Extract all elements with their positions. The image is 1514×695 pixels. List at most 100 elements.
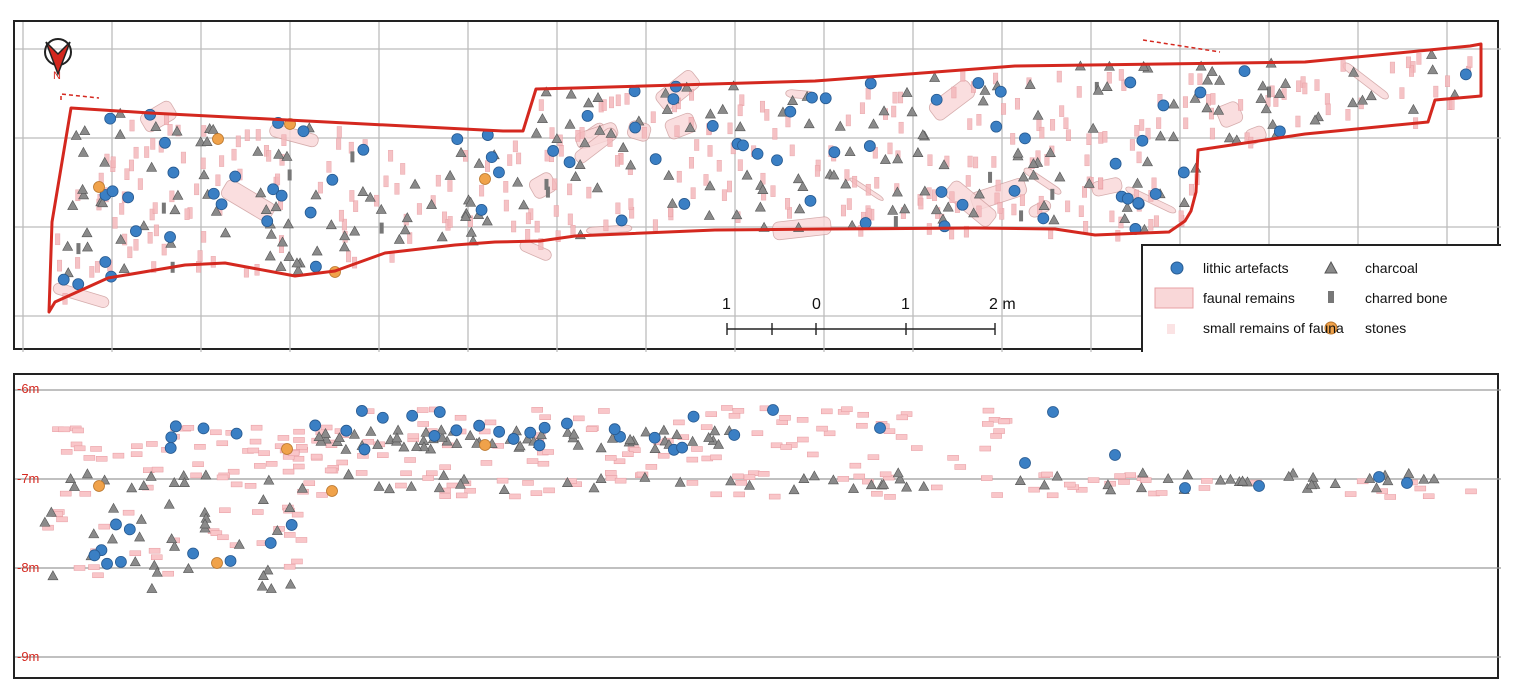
charcoal-mark [273,148,285,159]
lithic-artefact [493,166,505,179]
section-faunal-remain [310,453,323,460]
small-faunal-remain [737,104,743,117]
section-faunal-remain [732,473,744,480]
charcoal-mark [929,72,941,82]
small-faunal-remain [147,232,153,244]
charcoal-mark [444,169,456,180]
section-lithic-artefact [1109,449,1121,461]
section-charcoal-mark [1237,475,1249,486]
small-faunal-remain [1153,215,1159,227]
charcoal-mark [311,245,323,256]
section-charcoal-mark [658,424,670,435]
lithic-artefact [1132,197,1145,209]
small-faunal-remain [1139,119,1145,131]
small-faunal-remain [317,181,323,194]
section-stone [211,557,223,569]
charcoal-mark [325,219,337,230]
charcoal-mark [973,188,985,199]
small-faunal-remain [1076,86,1082,98]
section-faunal-remain [645,464,658,470]
small-faunal-remain [153,224,159,237]
small-faunal-remain [1210,93,1216,105]
charcoal-mark [1195,60,1207,71]
small-faunal-remain [865,183,871,196]
lithic-artefact [828,146,841,159]
small-faunal-remain [231,148,237,161]
small-faunal-remain [973,156,979,169]
stone [93,181,105,193]
section-faunal-remain [841,406,853,412]
small-faunal-remain [1182,96,1188,108]
lithic-artefact [706,120,719,132]
lithic-artefact [229,170,242,183]
section-charcoal-mark [1329,478,1341,489]
charcoal-mark [1119,213,1131,224]
excavation-outline [47,42,1483,314]
lithic-artefact [159,136,171,149]
section-faunal-remain [807,451,819,458]
section-faunal-remain [757,471,770,477]
section-faunal-remain [849,462,862,469]
charcoal-mark [78,189,90,200]
section-lithic-artefact [676,441,688,454]
charcoal-mark [564,118,576,129]
charcoal-mark [1024,78,1036,89]
small-faunal-remain [552,178,558,191]
section-faunal-remain [991,492,1003,498]
charcoal-mark [1101,81,1113,92]
lithic-artefact [1157,99,1170,112]
small-faunal-remain [266,150,272,162]
charcoal-mark [1032,109,1044,120]
section-charcoal-mark [535,429,547,440]
charcoal-mark [731,209,743,220]
charcoal-mark [436,231,448,242]
small-faunal-remain [1148,219,1154,231]
scale-tick-label: 0 [812,296,821,313]
lithic-artefact [164,231,176,243]
charcoal-mark [375,203,387,214]
section-charcoal-mark [595,442,607,453]
section-faunal-remain [60,449,73,455]
charcoal-mark [1273,87,1286,98]
section-faunal-remain [454,414,467,421]
section-view-panel: -6m -7m -8m -9m [13,373,1501,679]
small-faunal-remain [1449,98,1455,110]
section-charcoal-mark [1306,479,1318,490]
section-faunal-remain [217,534,229,541]
section-charcoal-mark [725,475,737,486]
small-faunal-remain [1082,186,1088,198]
section-faunal-remain [210,429,222,436]
faunal-remain [220,179,276,222]
small-faunal-remain [1467,56,1473,68]
small-faunal-remain [112,217,118,229]
lithic-artefact [629,121,642,134]
section-lithic-artefact [164,442,177,454]
section-faunal-remain [244,483,257,489]
section-lithic-artefact [1373,471,1385,483]
charred-bone [76,243,81,255]
small-faunal-remain [703,174,709,186]
lithic-artefact [167,166,180,179]
small-faunal-remain [967,118,973,130]
small-faunal-remain [1197,73,1203,85]
charcoal-mark [1018,171,1030,182]
section-faunal-remain [700,424,713,430]
small-faunal-remain [553,205,559,217]
charcoal-mark [741,169,753,180]
charcoal-mark [583,97,595,108]
small-faunal-remain [716,159,722,172]
charcoal-mark [1213,104,1225,115]
faunal-remain [664,112,697,140]
small-faunal-remain [281,134,287,146]
small-faunal-remain [149,208,155,221]
small-faunal-remain [210,256,216,268]
charcoal-mark [901,86,913,97]
section-charcoal-mark [129,556,141,567]
section-charcoal-mark [918,480,930,491]
charcoal-mark [840,178,852,189]
charcoal-mark [1348,66,1360,77]
section-stone [326,485,338,497]
lithic-artefact [357,143,370,156]
section-faunal-remain [542,449,554,455]
section-faunal-remain [733,491,745,498]
